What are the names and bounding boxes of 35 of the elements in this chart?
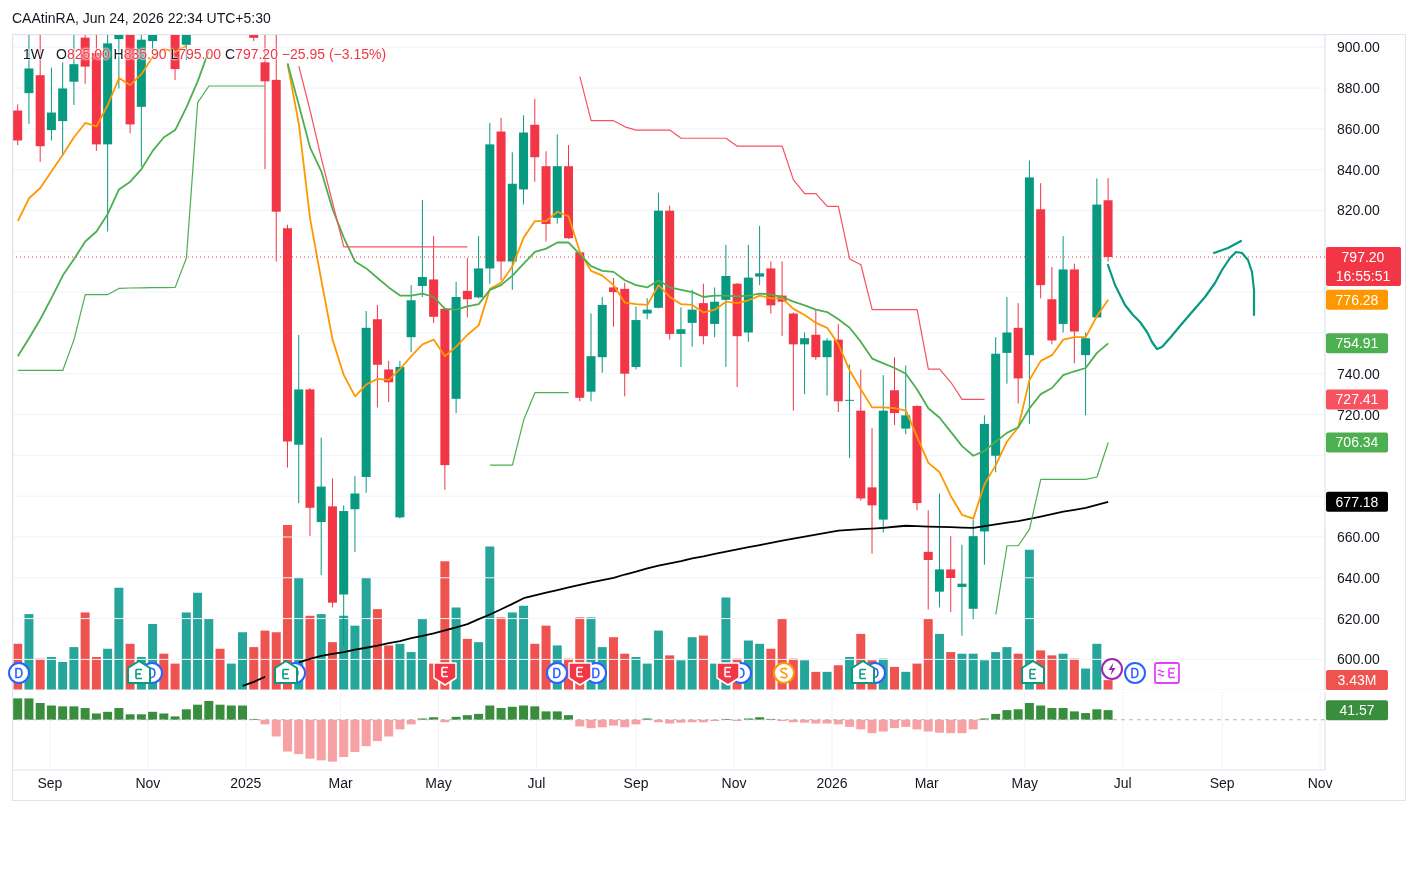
text: 677.18 [1335,493,1379,510]
x-tick-label: Mar [328,774,353,791]
y-tick-label: 820.00 [1337,202,1381,219]
text: 41.57 [1339,702,1375,719]
x-tick-label: May [425,774,452,791]
x-tick-label: Nov [1307,774,1333,791]
x-tick-label: May [1011,774,1038,791]
y-tick-label: 880.00 [1337,80,1381,97]
y-tick-label: 640.00 [1337,569,1381,586]
x-tick-label: Jul [527,774,546,791]
text: CAAtinRA, Jun 24, 2026 22:34 UTC+5:30 [12,10,271,26]
y-tick-label: 660.00 [1337,528,1381,545]
x-tick-label: Sep [37,774,63,791]
x-tick-label: Sep [1209,774,1235,791]
y-tick-label: 840.00 [1337,161,1381,178]
x-tick-label: 2025 [230,774,262,791]
x-tick-label: Jul [1113,774,1132,791]
ref-line-label: 797.20 [1341,249,1385,266]
y-tick-label: 900.00 [1337,39,1381,56]
y-tick-label: 720.00 [1337,406,1381,423]
y-tick-label: 860.00 [1337,120,1381,137]
x-tick-label: Nov [135,774,161,791]
x-tick-label: Mar [914,774,940,791]
x-tick-label: 2026 [816,774,848,791]
y-tick-label: 620.00 [1337,610,1381,627]
text: 776.28 [1335,291,1379,308]
y-tick-label: 740.00 [1337,365,1381,382]
text: 3.43M [1337,672,1377,689]
x-tick-label: Sep [623,774,649,791]
text: 706.34 [1335,434,1379,451]
text: 727.41 [1335,391,1379,408]
x-tick-label: Nov [721,774,747,791]
text: 754.91 [1335,335,1379,352]
text: 16:55:51 [1335,268,1391,285]
y-tick-label: 600.00 [1337,651,1381,668]
